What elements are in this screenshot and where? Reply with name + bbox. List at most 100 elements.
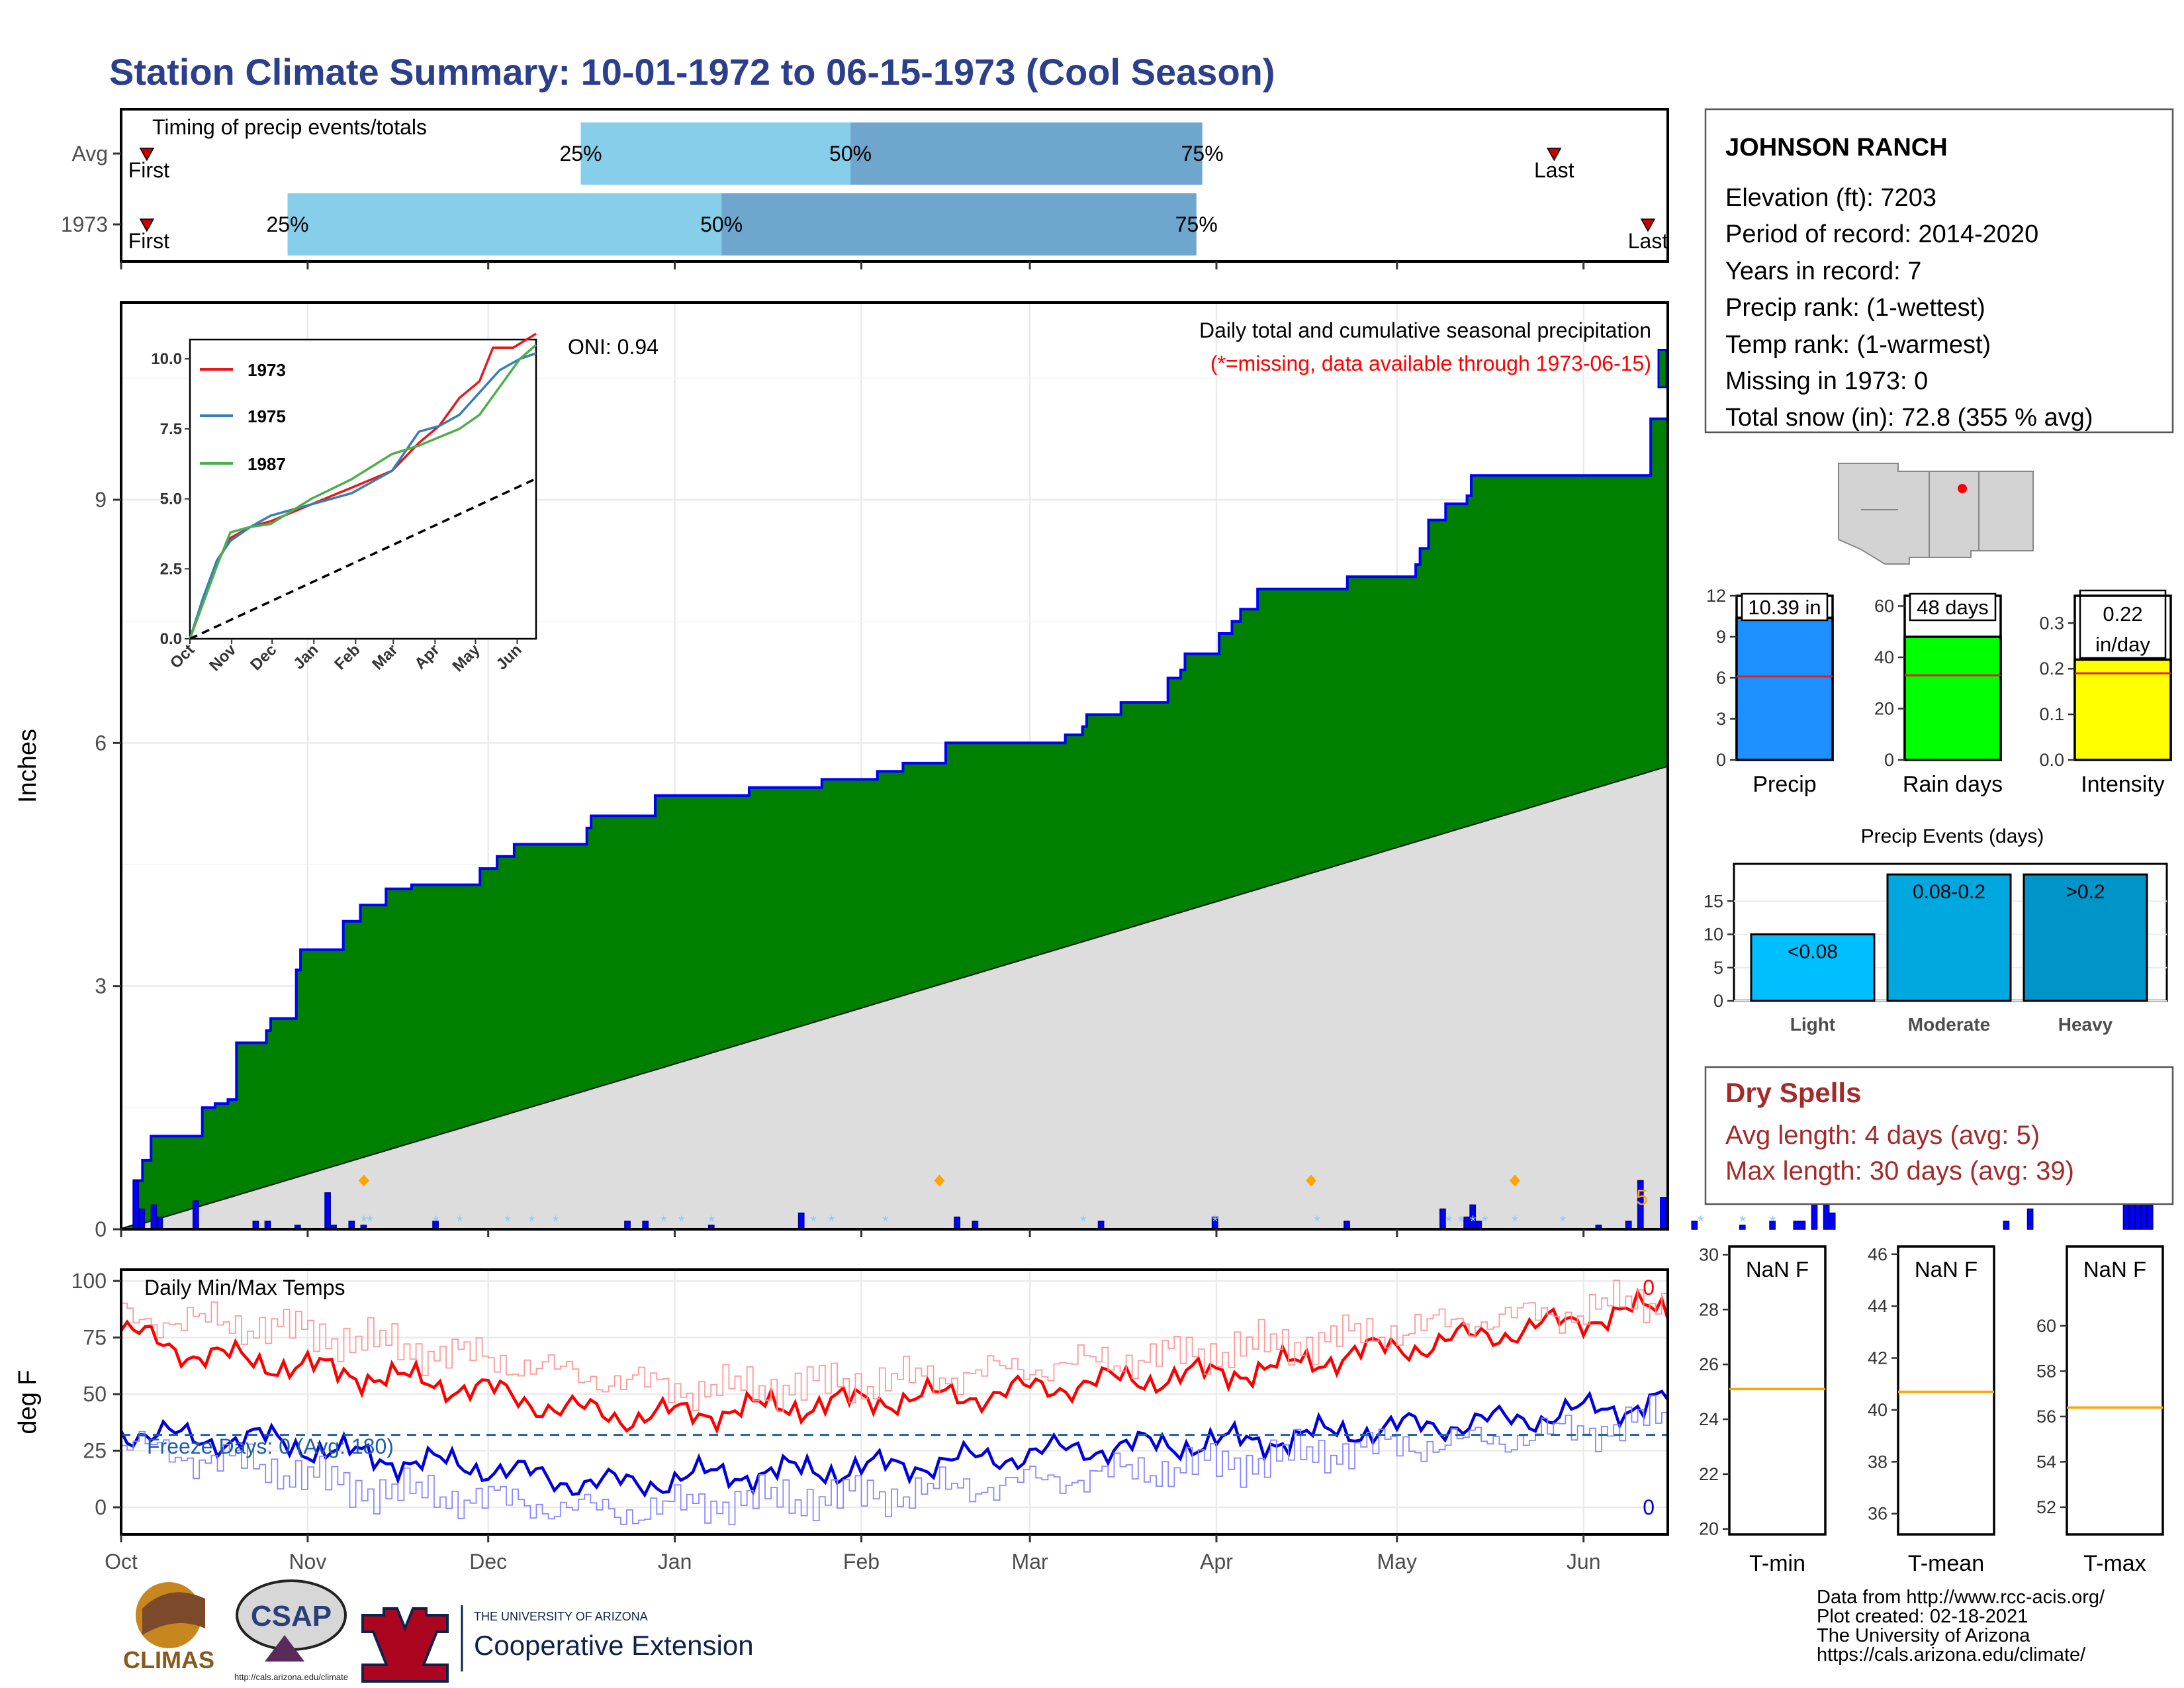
snow-day-marker: * — [1470, 1213, 1476, 1231]
temp-stat-value: NaN F — [1915, 1257, 1978, 1282]
event-category-label: Light — [1790, 1014, 1835, 1035]
temp-stat-tick-label: 44 — [1868, 1296, 1888, 1316]
daily-precip-bar — [1769, 1221, 1776, 1230]
timing-p25-label: 25% — [559, 142, 602, 165]
snow-day-marker: * — [1482, 1213, 1488, 1231]
station-line: Temp rank: (1-warmest) — [1725, 331, 1991, 359]
station-line: Period of record: 2014-2020 — [1725, 220, 2038, 248]
temp-stat-tick-label: 28 — [1699, 1299, 1719, 1319]
month-label: Apr — [1200, 1550, 1233, 1573]
dry-spells-avg: Avg length: 4 days (avg: 5) — [1725, 1121, 2040, 1150]
temp-stats-panels: 20 22 24 26 28 30 NaN F T-min 36 38 40 42 44 46 NaN F T… — [1699, 1244, 2164, 1576]
y-tick-label: 6 — [95, 731, 107, 755]
timing-q1-bar — [580, 122, 851, 185]
snow-day-marker: * — [553, 1213, 559, 1231]
surplus-area-fill — [121, 387, 1668, 1229]
event-bar-label: >0.2 — [2066, 881, 2105, 903]
temp-observed-line — [119, 1389, 1669, 1498]
temp-stat-frame — [1728, 1245, 1827, 1536]
inset-legend-label: 1973 — [248, 360, 286, 380]
dry-spells-frame — [1704, 1066, 2174, 1205]
temp-y-tick-label: 100 — [71, 1269, 107, 1293]
snow-day-marker: * — [361, 1213, 367, 1231]
snow-day-marker: * — [529, 1213, 535, 1231]
inset-series-line — [189, 344, 537, 639]
climas-landscape-icon — [142, 1592, 205, 1635]
inset-y-tick-label: 0.0 — [160, 630, 182, 648]
daily-precip-bar — [1823, 1204, 1830, 1230]
stat-panel-label: Intensity — [2081, 772, 2165, 797]
month-label: Nov — [289, 1550, 326, 1573]
temp-stat-tick-label: 22 — [1699, 1464, 1719, 1484]
timing-p25-label: 25% — [266, 212, 308, 236]
stat-tick-label: 0.3 — [2039, 613, 2064, 633]
daily-precip-bar — [1799, 1221, 1806, 1230]
daily-precip-bar — [2003, 1221, 2010, 1230]
temp-stat-tick-label: 46 — [1868, 1244, 1888, 1264]
month-label: May — [1377, 1550, 1417, 1573]
hot-days-count: 0 — [1643, 1276, 1655, 1299]
events-tick-label: 5 — [1713, 958, 1723, 978]
last-event-label: Last — [1534, 158, 1574, 182]
daily-precip-bar — [324, 1192, 331, 1230]
daily-precip-bar — [2026, 1208, 2034, 1230]
daily-precip-bar — [954, 1216, 961, 1230]
temp-stat-tick-label: 40 — [1868, 1400, 1888, 1420]
month-label: Dec — [469, 1550, 507, 1573]
temp-stat-tick-label: 24 — [1699, 1409, 1719, 1429]
daily-precip-bar — [1793, 1221, 1800, 1230]
daily-precip-bar — [156, 1216, 163, 1230]
extreme-day-marker — [358, 1174, 369, 1187]
temp-stat-tick-label: 36 — [1868, 1504, 1888, 1524]
climas-logo: CLIMAS — [123, 1582, 214, 1673]
event-category-label: Heavy — [2058, 1014, 2113, 1035]
snow-day-marker: * — [1560, 1213, 1566, 1231]
stat-tick-label: 40 — [1874, 647, 1894, 667]
temp-y-tick-label: 25 — [83, 1439, 107, 1463]
temp-stat-tick-label: 54 — [2036, 1452, 2056, 1472]
timing-p50-label: 50% — [700, 212, 743, 236]
ua-big-text: Cooperative Extension — [474, 1630, 754, 1661]
inset-legend-label: 1987 — [248, 454, 286, 474]
temp-stat-tick-label: 52 — [2036, 1497, 2056, 1517]
events-tick-label: 10 — [1704, 925, 1723, 945]
missing-note: (*=missing, data available through 1973-… — [1210, 352, 1651, 375]
region-map-shape — [1838, 463, 2034, 565]
stat-value-box — [1741, 592, 1829, 622]
snow-day-marker: * — [709, 1213, 715, 1231]
snow-day-marker: * — [811, 1213, 817, 1231]
events-tick-label: 0 — [1713, 991, 1723, 1011]
daily-precip-bar — [1691, 1221, 1698, 1230]
temp-plot-background — [121, 1270, 1668, 1534]
precip-plot-frame — [120, 301, 1669, 1231]
temp-ylabel: deg F — [14, 1370, 42, 1434]
temp-stat-tick-label: 60 — [2036, 1316, 2056, 1336]
inset-y-tick-label: 10.0 — [151, 350, 182, 368]
first-event-marker — [139, 148, 155, 162]
locator-map — [1838, 463, 2034, 565]
temp-stat-label: T-mean — [1908, 1551, 1984, 1576]
station-line: Years in record: 7 — [1725, 258, 1921, 285]
temp-label: Daily Min/Max Temps — [144, 1276, 345, 1299]
footer: Data from http://www.rcc-acis.org/ Plot … — [1817, 1587, 2105, 1665]
temp-stat-frame — [2066, 1245, 2164, 1536]
daily-precip-bar — [192, 1200, 199, 1230]
dry-spells: Dry Spells Avg length: 4 days (avg: 5) M… — [1704, 1066, 2174, 1205]
footer-line: https://cals.arizona.edu/climate/ — [1817, 1644, 2086, 1665]
stat-tick-label: 6 — [1716, 668, 1726, 688]
temp-plot-frame — [120, 1268, 1669, 1536]
month-label: Jun — [1567, 1550, 1601, 1573]
temp-stat-tick-label: 30 — [1699, 1244, 1719, 1264]
snow-day-marker: * — [882, 1213, 888, 1231]
precip-axes: 0 3 6 9 — [95, 488, 1585, 1241]
stat-tick-label: 0.0 — [2039, 750, 2064, 770]
temp-stat-value: NaN F — [1746, 1257, 1809, 1282]
timing-label: Timing of precip events/totals — [152, 115, 427, 139]
station-name: JOHNSON RANCH — [1725, 134, 1948, 162]
csap-wordmark: CSAP — [251, 1600, 332, 1632]
inset-y-tick-label: 5.0 — [160, 491, 182, 508]
observed-cumulative-line — [121, 387, 1669, 1231]
